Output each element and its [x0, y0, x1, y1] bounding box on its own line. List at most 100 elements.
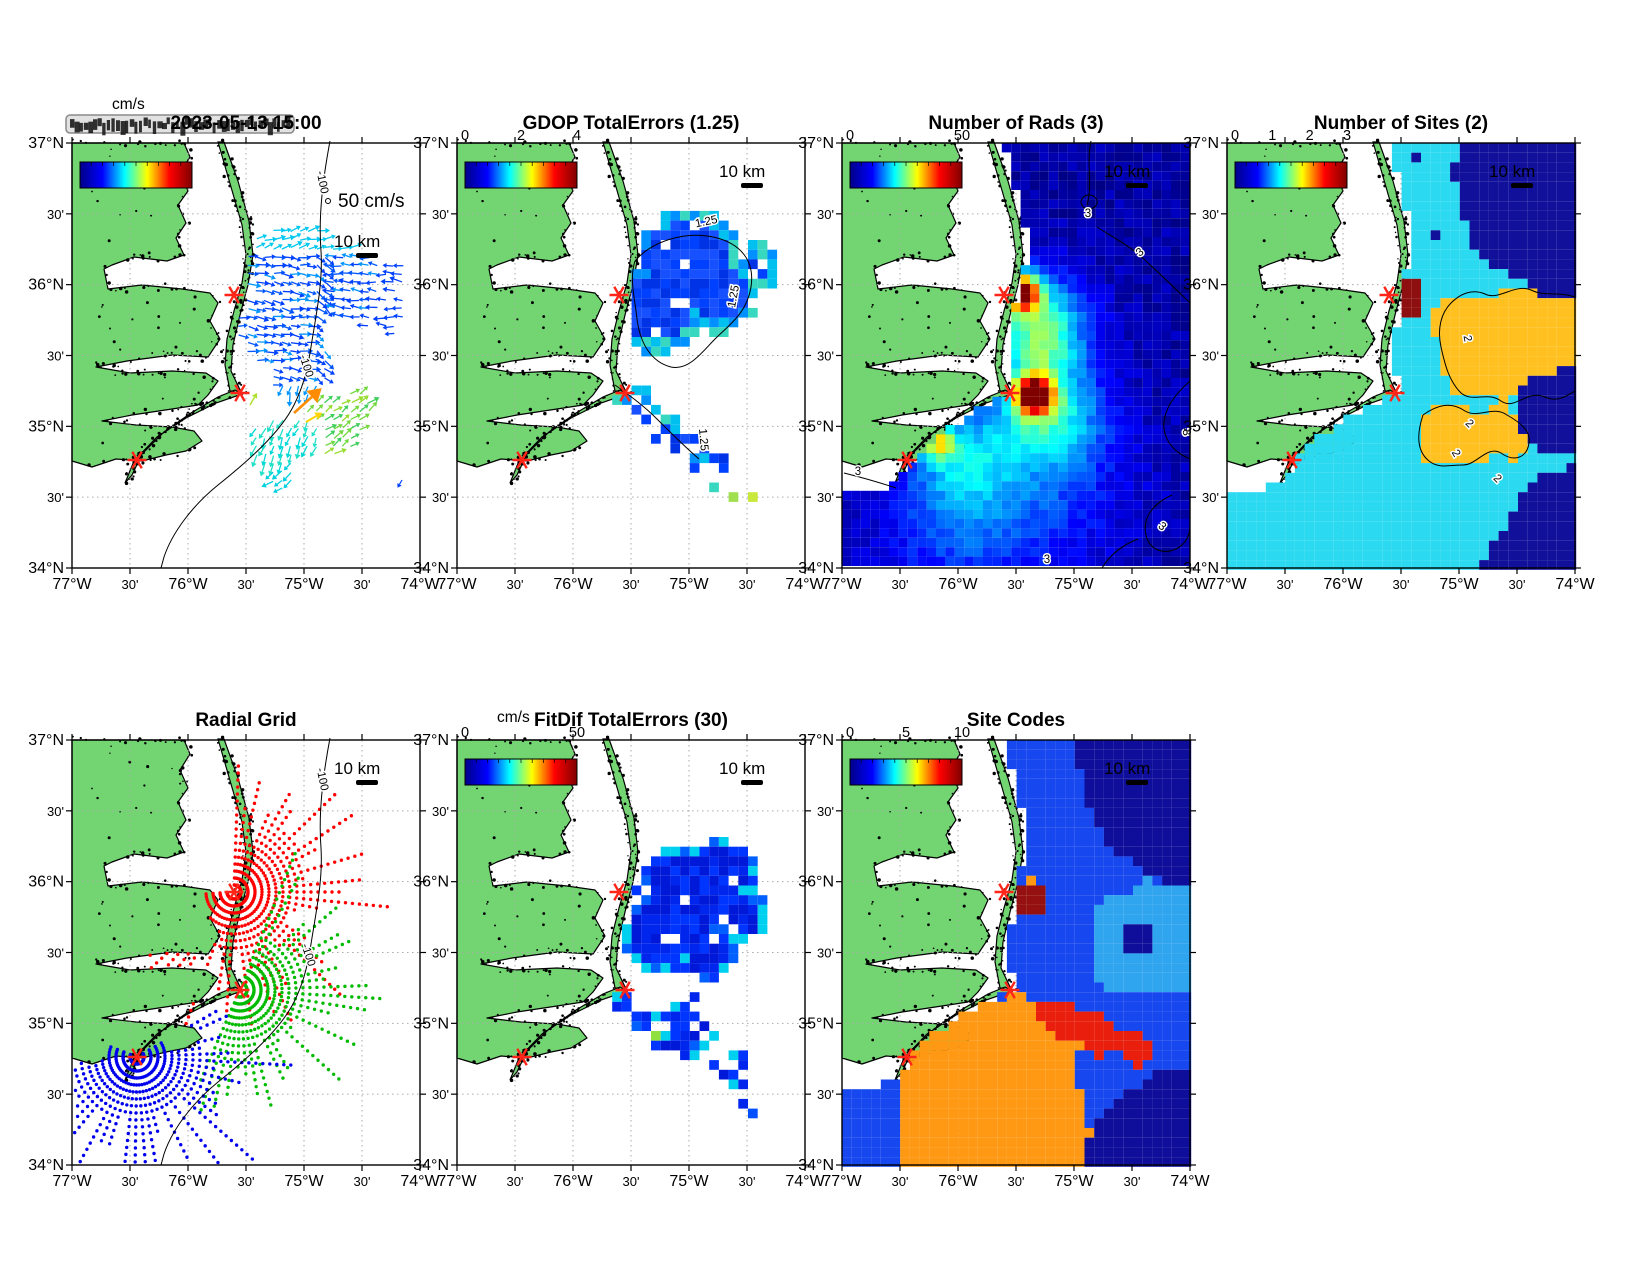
- panel-title: Radial Grid: [195, 710, 296, 731]
- lon-tick-label: 76°W: [553, 576, 593, 593]
- radar-site-marker: [224, 286, 244, 304]
- lat-tick-label: 30': [47, 490, 64, 505]
- data-layer-site-codes: [842, 740, 1192, 1167]
- lon-tick-label: 30': [507, 577, 524, 592]
- radar-site-marker: [609, 286, 629, 304]
- colorbar-tick: 10: [954, 725, 970, 741]
- lon-tick-label: 76°W: [553, 1173, 593, 1190]
- radar-site-marker: [1000, 981, 1020, 999]
- lon-tick-label: 30': [623, 577, 640, 592]
- lon-tick-label: 30': [892, 1174, 909, 1189]
- colorbar: 0 1 2 3: [1231, 128, 1351, 189]
- lat-tick-label: 34°N: [28, 560, 64, 577]
- illegible-overlapping-legend: [65, 114, 295, 136]
- lat-tick-label: 36°N: [413, 277, 449, 294]
- radar-site-marker: [615, 384, 635, 402]
- panel-title: Number of Sites (2): [1314, 113, 1488, 134]
- panel-currents: -100 -100 cm/s 10 km 50 cm/s 37°N 30' 36°N 30' 35…: [6, 91, 454, 613]
- lat-tick-label: 37°N: [798, 732, 834, 749]
- lat-tick-label: 30': [432, 207, 449, 222]
- lon-tick-label: 76°W: [168, 1173, 208, 1190]
- colorbar-tick: 0: [1231, 128, 1239, 144]
- lon-tick-label: 75°W: [1054, 576, 1094, 593]
- scale-bar: [741, 780, 763, 785]
- lon-tick-label: 77°W: [822, 1173, 862, 1190]
- contour-label: 1.25: [726, 284, 742, 308]
- scale-bar-label: 10 km: [719, 759, 765, 778]
- lon-tick-label: 76°W: [938, 576, 978, 593]
- lon-tick-label: 30': [1509, 577, 1526, 592]
- contour-label: 3: [1179, 428, 1192, 436]
- lon-tick-label: 75°W: [1439, 576, 1479, 593]
- lon-tick-label: 75°W: [284, 576, 324, 593]
- lat-tick-label: 35°N: [798, 418, 834, 435]
- lon-tick-label: 77°W: [822, 576, 862, 593]
- contour-label: 1.25: [696, 428, 710, 451]
- colorbar: 0 50: [846, 128, 970, 189]
- radar-site-marker: [897, 1048, 917, 1066]
- colorbar: 0 5 10: [846, 725, 970, 786]
- contour-label: 3: [1085, 208, 1091, 220]
- panel-site-codes: 0 5 10 10 km 37°N 30' 36°N 30' 35°N 30' 34°N 77°W 30…: [776, 688, 1224, 1210]
- radar-site-marker: [994, 883, 1014, 901]
- lon-tick-label: 77°W: [52, 1173, 92, 1190]
- lat-tick-label: 35°N: [798, 1015, 834, 1032]
- colorbar-tick: 0: [461, 725, 469, 741]
- lat-tick-label: 30': [47, 349, 64, 364]
- lon-tick-label: 76°W: [168, 576, 208, 593]
- lat-tick-label: 30': [1202, 349, 1219, 364]
- lat-tick-label: 30': [817, 490, 834, 505]
- colorbar-tick: 0: [846, 725, 854, 741]
- lat-tick-label: 30': [1202, 207, 1219, 222]
- reference-vector-label: 50 cm/s: [338, 191, 405, 212]
- lat-tick-label: 34°N: [798, 560, 834, 577]
- scale-bar: [1126, 780, 1148, 785]
- panel-gdop: 1.25 1.25 1.25 0 2 4 10 km 37°N 30' 36°N 30' 35°N 30…: [391, 91, 839, 613]
- lat-tick-label: 34°N: [1183, 560, 1219, 577]
- lon-tick-label: 75°W: [669, 1173, 709, 1190]
- lon-tick-label: 30': [238, 1174, 255, 1189]
- radar-site-marker: [224, 883, 244, 901]
- lat-tick-label: 35°N: [28, 418, 64, 435]
- lat-tick-label: 34°N: [413, 1157, 449, 1174]
- colorbar-tick: 0: [846, 128, 854, 144]
- lat-tick-label: 37°N: [413, 135, 449, 152]
- data-layer-fitdif: [612, 837, 768, 1119]
- lat-tick-label: 36°N: [798, 277, 834, 294]
- lat-tick-label: 37°N: [1183, 135, 1219, 152]
- lat-tick-label: 36°N: [1183, 277, 1219, 294]
- lat-tick-label: 35°N: [413, 1015, 449, 1032]
- radar-site-marker: [609, 883, 629, 901]
- lat-tick-label: 37°N: [798, 135, 834, 152]
- lon-tick-label: 30': [623, 1174, 640, 1189]
- lat-tick-label: 30': [817, 946, 834, 961]
- radar-site-marker: [512, 451, 532, 469]
- scale-bar-label: 10 km: [1104, 759, 1150, 778]
- lat-tick-label: 30': [47, 946, 64, 961]
- lat-tick-label: 30': [432, 804, 449, 819]
- lon-tick-label: 30': [1277, 577, 1294, 592]
- lon-tick-label: 74°W: [1170, 576, 1210, 593]
- radar-site-marker: [1000, 384, 1020, 402]
- radar-site-marker: [127, 1048, 147, 1066]
- lon-tick-label: 74°W: [785, 576, 825, 593]
- lon-tick-label: 74°W: [785, 1173, 825, 1190]
- lat-tick-label: 37°N: [28, 732, 64, 749]
- data-layer-currents: [238, 225, 404, 494]
- scale-bar-label: 10 km: [1104, 162, 1150, 181]
- lat-tick-label: 34°N: [28, 1157, 64, 1174]
- colorbar-tick: 0: [461, 128, 469, 144]
- lat-tick-label: 37°N: [413, 732, 449, 749]
- lat-tick-label: 36°N: [28, 874, 64, 891]
- colorbar-tick: 2: [1306, 128, 1314, 144]
- colorbar-tick: 1: [1268, 128, 1276, 144]
- lat-tick-label: 35°N: [1183, 418, 1219, 435]
- lat-tick-label: 30': [47, 804, 64, 819]
- lon-tick-label: 30': [354, 1174, 371, 1189]
- lon-tick-label: 30': [1124, 577, 1141, 592]
- lon-tick-label: 76°W: [1323, 576, 1363, 593]
- lon-tick-label: 77°W: [437, 1173, 477, 1190]
- lon-tick-label: 76°W: [938, 1173, 978, 1190]
- lon-tick-label: 77°W: [1207, 576, 1247, 593]
- lat-tick-label: 30': [432, 349, 449, 364]
